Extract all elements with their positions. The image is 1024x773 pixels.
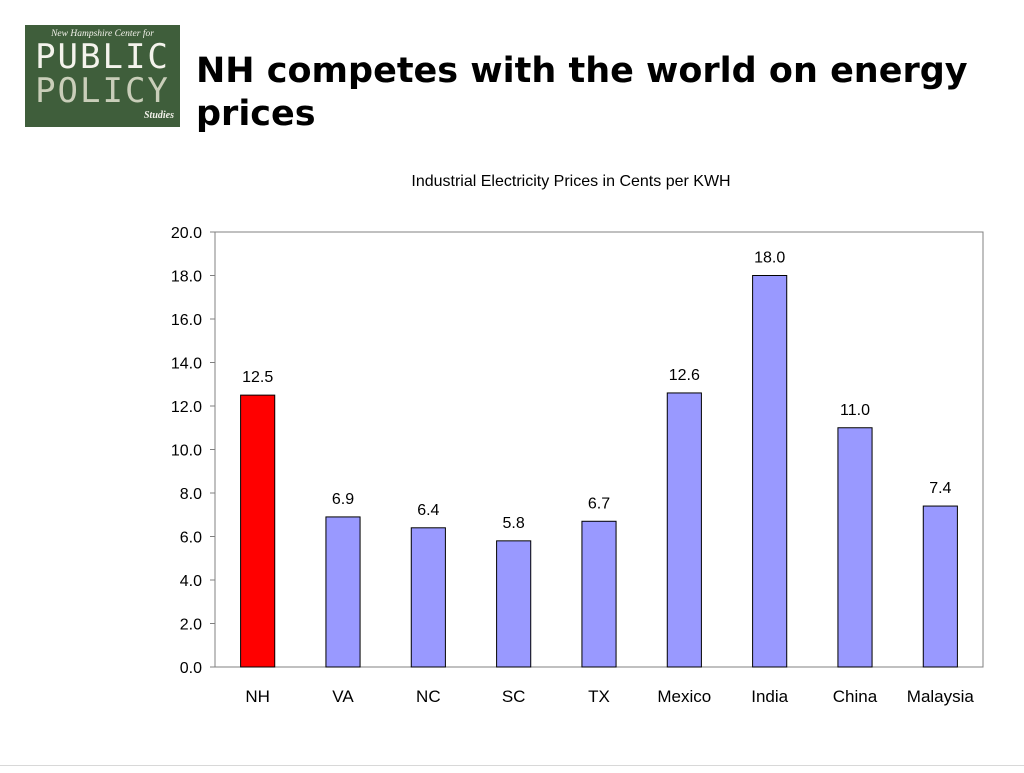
bar-va — [325, 516, 361, 668]
bar-value-label: 6.4 — [417, 502, 439, 519]
logo-word-studies: Studies — [143, 110, 174, 121]
y-tick-label: 12.0 — [171, 399, 202, 416]
x-tick-label: Malaysia — [907, 687, 975, 706]
bar-nh — [240, 394, 276, 668]
bars — [240, 275, 958, 668]
logo-word-public: PUBLIC — [35, 37, 170, 77]
bar-value-label: 18.0 — [754, 250, 785, 267]
bar-mexico — [666, 392, 702, 668]
bar-sc — [496, 540, 532, 668]
x-tick-label: SC — [502, 687, 526, 706]
bar-nc — [410, 527, 446, 668]
y-tick-label: 16.0 — [171, 312, 202, 329]
x-tick-label: NC — [416, 687, 441, 706]
bar-value-label: 5.8 — [503, 515, 525, 532]
y-tick-label: 10.0 — [171, 443, 202, 460]
x-tick-label: China — [833, 687, 878, 706]
bar-value-label: 6.7 — [588, 495, 610, 512]
footer-rule — [0, 765, 1024, 766]
y-tick-label: 0.0 — [180, 660, 202, 677]
bar-china — [837, 427, 873, 668]
y-tick-label: 4.0 — [180, 573, 202, 590]
bar-value-labels: 12.5 6.9 6.4 5.8 6.7 12.6 18.0 11.0 7.4 — [242, 250, 951, 532]
x-tick-label: NH — [245, 687, 270, 706]
y-tick-label: 14.0 — [171, 356, 202, 373]
x-tick-label: VA — [332, 687, 354, 706]
bar-tx — [581, 520, 617, 668]
bar-malaysia — [922, 505, 958, 668]
logo: New Hampshire Center for PUBLIC POLICY S… — [25, 25, 180, 127]
x-tick-label: Mexico — [657, 687, 711, 706]
logo-word-policy: POLICY — [35, 71, 170, 111]
y-tick-label: 2.0 — [180, 617, 202, 634]
bar-india — [752, 275, 788, 668]
y-tick-label: 18.0 — [171, 269, 202, 286]
x-axis: NH VA NC SC TX Mexico India China Malaysia — [245, 687, 974, 706]
x-tick-label: India — [751, 687, 788, 706]
bar-value-label: 12.5 — [242, 369, 273, 386]
chart-title: Industrial Electricity Prices in Cents p… — [411, 173, 730, 190]
bar-value-label: 7.4 — [929, 480, 951, 497]
x-tick-label: TX — [588, 687, 610, 706]
logo-top-line: New Hampshire Center for — [51, 29, 154, 39]
y-tick-label: 20.0 — [171, 225, 202, 242]
bar-value-label: 11.0 — [840, 402, 870, 419]
y-tick-label: 6.0 — [180, 530, 202, 547]
y-tick-label: 8.0 — [180, 486, 202, 503]
bar-value-label: 12.6 — [669, 367, 700, 384]
bar-value-label: 6.9 — [332, 491, 354, 508]
slide-title: NH competes with the world on energy pri… — [196, 51, 968, 134]
y-axis: 0.0 2.0 4.0 6.0 8.0 10.0 12.0 14.0 16.0 18.0 20.0 — [171, 225, 215, 677]
